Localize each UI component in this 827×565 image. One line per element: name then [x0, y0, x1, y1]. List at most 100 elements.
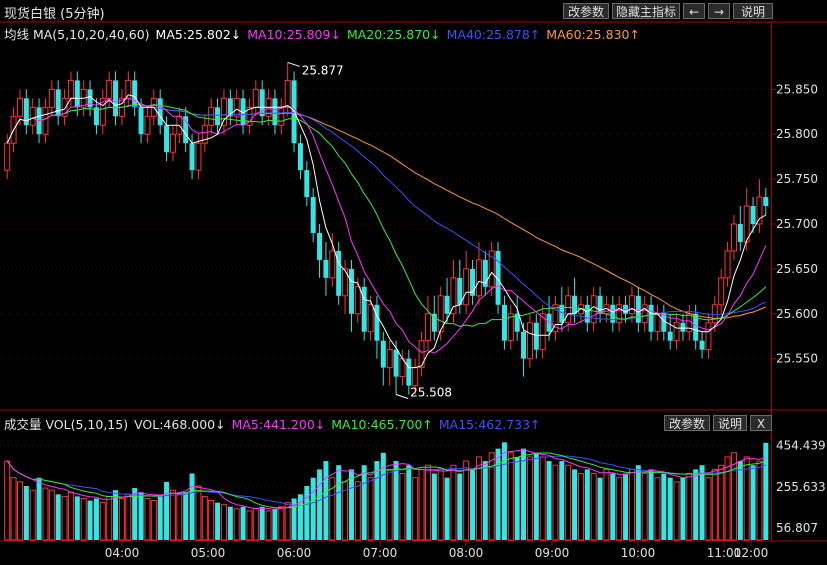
- candle-body: [220, 97, 227, 126]
- volume-bar: [610, 473, 616, 540]
- volume-bar: [724, 456, 731, 541]
- volume-bar: [648, 469, 654, 540]
- vol-ma15-value: MA15:462.733↑: [438, 417, 541, 432]
- candle-body: [227, 98, 233, 117]
- volume-bar: [424, 464, 431, 541]
- volume-bar: [304, 486, 310, 540]
- volume-bar: [654, 477, 661, 541]
- candle-body: [42, 106, 49, 135]
- volume-bar: [603, 468, 610, 541]
- ma60-value: MA60:25.830↑: [546, 27, 640, 42]
- volume-bar: [577, 473, 584, 541]
- time-tick-label: 12:00: [734, 546, 769, 560]
- edit-params-button[interactable]: 改参数: [563, 3, 609, 19]
- candle-body: [406, 358, 412, 386]
- volume-bar: [336, 465, 342, 540]
- volume-bar: [463, 460, 470, 541]
- volume-bar: [4, 460, 11, 541]
- candle-body: [514, 313, 520, 332]
- volume-bar: [195, 485, 202, 541]
- candle-body: [763, 197, 769, 207]
- volume-bar: [201, 495, 208, 541]
- volume-bar: [711, 468, 718, 541]
- volume-bar: [48, 489, 55, 541]
- volume-bar: [118, 497, 125, 541]
- candle-body: [74, 80, 80, 108]
- ma20-line: [6, 103, 767, 327]
- candle-body: [673, 322, 680, 342]
- price-tick-label: 25.550: [776, 352, 818, 366]
- candle-body: [565, 295, 572, 324]
- candle-body: [539, 313, 546, 351]
- price-tick-label: 25.800: [776, 127, 818, 141]
- price-tick-label: 25.850: [776, 82, 818, 96]
- vol-close-icon[interactable]: X: [750, 415, 772, 431]
- candle-body: [164, 125, 170, 153]
- candle-body: [444, 295, 450, 314]
- volume-bar: [23, 486, 29, 540]
- volume-bar: [374, 461, 380, 540]
- candle-body: [23, 98, 29, 126]
- vol-ma15-line: [6, 455, 766, 506]
- arrow-right-icon[interactable]: →: [708, 3, 730, 19]
- time-tick-label: 05:00: [191, 546, 226, 560]
- candle-body: [475, 259, 482, 297]
- candle-body: [48, 88, 55, 108]
- vol-tick-label: 454.439: [776, 439, 826, 453]
- volume-bar: [42, 487, 49, 541]
- candle-body: [431, 313, 437, 332]
- volume-bar: [641, 473, 648, 541]
- volume-bar: [61, 495, 68, 541]
- volume-bar: [470, 469, 476, 540]
- volume-bar: [450, 464, 457, 541]
- hide-main-indicator-button[interactable]: 隐藏主指标: [612, 3, 680, 19]
- volume-bar: [482, 461, 488, 540]
- volume-bar: [743, 456, 750, 541]
- candle-body: [189, 143, 195, 171]
- volume-bar: [488, 452, 495, 541]
- candle-body: [329, 250, 336, 279]
- volume-bar: [475, 456, 482, 541]
- volume-bar: [693, 469, 699, 540]
- candle-body: [546, 313, 552, 332]
- candle-body: [323, 259, 329, 278]
- volume-bar: [572, 469, 578, 540]
- candle-body: [157, 98, 163, 126]
- candle-body: [367, 304, 374, 333]
- volume-bar: [730, 452, 737, 541]
- candle-body: [699, 340, 705, 350]
- candle-body: [336, 250, 342, 296]
- volume-bar: [80, 497, 87, 541]
- volume-bar: [291, 498, 297, 540]
- arrow-left-icon[interactable]: ←: [683, 3, 705, 19]
- candle-body: [183, 116, 189, 144]
- vol-help-button[interactable]: 说明: [713, 415, 747, 431]
- volume-bar: [495, 448, 501, 540]
- volume-bar: [106, 495, 113, 541]
- candle-body: [533, 322, 539, 350]
- candle-body: [132, 80, 138, 108]
- ma5-line: [6, 94, 767, 369]
- candle-body: [597, 295, 603, 314]
- ma10-value: MA10:25.809↓: [247, 27, 341, 42]
- volume-bar: [584, 469, 590, 540]
- volume-bar: [533, 452, 539, 540]
- volume-bar: [220, 504, 227, 541]
- candle-body: [711, 304, 718, 324]
- low-price-label: 25.508: [410, 386, 452, 400]
- candle-body: [552, 304, 559, 333]
- candle-body: [616, 304, 623, 324]
- candle-body: [215, 107, 221, 126]
- help-button[interactable]: 说明: [733, 3, 773, 19]
- volume-bar: [380, 452, 386, 540]
- volume-bar: [686, 473, 693, 541]
- candle-body: [348, 268, 354, 314]
- vol-edit-params-button[interactable]: 改参数: [664, 415, 710, 431]
- candle-body: [259, 89, 265, 117]
- candle-body: [240, 98, 246, 126]
- candle-body: [284, 79, 291, 108]
- candle-body: [610, 304, 616, 323]
- time-tick-label: 06:00: [277, 546, 312, 560]
- volume-bar: [565, 464, 572, 541]
